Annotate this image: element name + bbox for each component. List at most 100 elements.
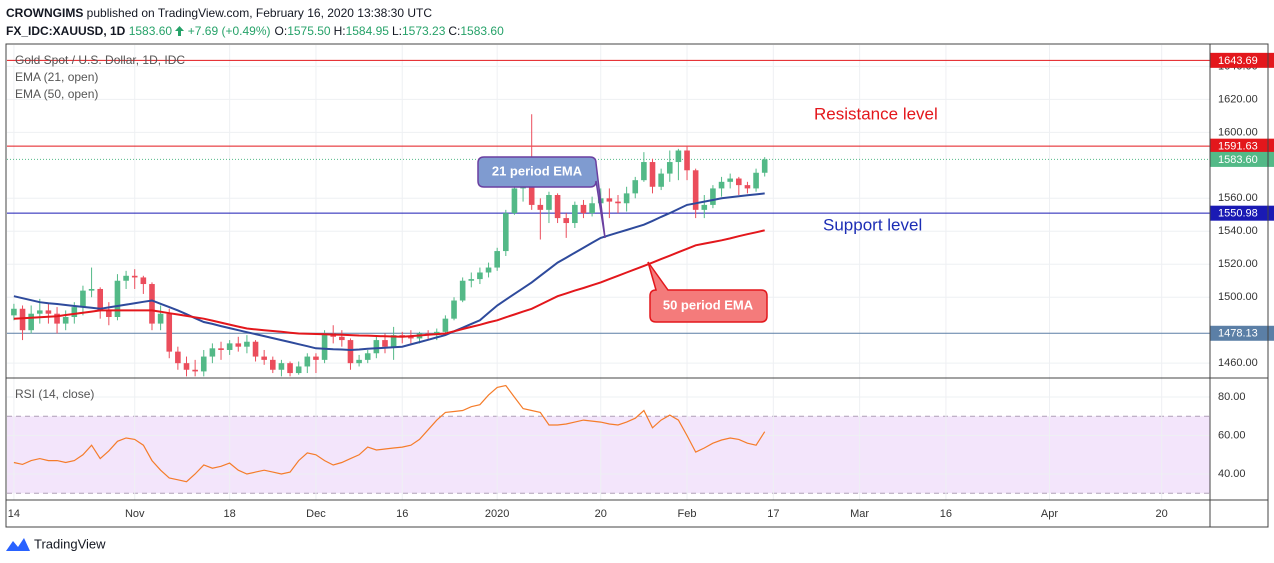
legend-entry: EMA (21, open)	[15, 70, 98, 84]
candle-body	[459, 280, 466, 301]
level-badge	[1210, 52, 1274, 68]
quote-key: H:	[333, 24, 346, 38]
y-tick-label: 1500.00	[1218, 291, 1258, 303]
y-tick-label: 80.00	[1218, 391, 1246, 403]
candle-body	[11, 308, 17, 316]
level-label: 1478.13	[1218, 328, 1258, 340]
candle-body	[658, 173, 664, 187]
x-tick-label: 20	[595, 508, 607, 520]
rsi-title: RSI (14, close)	[15, 387, 94, 401]
candle-body	[131, 275, 138, 278]
y-tick-label: 1620.00	[1218, 93, 1258, 105]
candle-body	[528, 175, 535, 205]
ema-line	[13, 192, 765, 352]
x-tick-label: Dec	[306, 508, 326, 520]
candle-body	[364, 353, 371, 360]
candle-body	[71, 307, 78, 318]
callout-text: 50 period EMA	[663, 297, 754, 312]
candle-body	[278, 363, 285, 370]
quote-value: 1575.50	[287, 24, 331, 38]
candle-body	[356, 359, 362, 364]
up-arrow	[175, 26, 185, 36]
x-tick-label: 18	[224, 508, 236, 520]
x-tick-label: Mar	[850, 508, 869, 520]
candle-body	[503, 213, 509, 252]
candle-body	[468, 279, 475, 281]
candle-body	[451, 300, 457, 319]
candle-body	[97, 288, 104, 311]
candle-body	[382, 340, 388, 347]
candle-body	[149, 284, 155, 324]
quote-key: C:	[448, 24, 461, 38]
candle-body	[580, 204, 587, 214]
candle-body	[339, 336, 345, 341]
candle-body	[477, 272, 483, 280]
candle-body	[183, 363, 190, 370]
x-tick-label: 17	[767, 508, 779, 520]
x-tick-label: Apr	[1041, 508, 1058, 520]
quote-value: 1573.23	[401, 24, 446, 38]
candle-body	[123, 275, 129, 281]
callout	[647, 261, 768, 323]
candle-body	[615, 201, 621, 204]
quote-key: O:	[274, 24, 288, 38]
y-tick-label: 1560.00	[1218, 192, 1258, 204]
level-badge	[1210, 151, 1274, 167]
frame	[5, 43, 1269, 528]
candle-body	[175, 351, 181, 364]
candle-body	[28, 313, 34, 331]
candle-body	[390, 335, 397, 347]
candle-body	[200, 356, 207, 372]
candle-body	[287, 363, 293, 374]
quote-key: L:	[391, 24, 402, 38]
candle-body	[761, 159, 768, 173]
quote-value: 1584.95	[345, 24, 389, 38]
x-tick-label: 2020	[485, 508, 509, 520]
level-label: 1550.98	[1218, 208, 1258, 220]
publish-line: CROWNGIMS published on TradingView.com, …	[6, 4, 504, 22]
level-badge	[1210, 325, 1274, 341]
logo	[6, 538, 30, 551]
candle-body	[304, 356, 311, 367]
candle-body	[313, 356, 319, 360]
candle-body	[546, 195, 552, 210]
callout	[477, 156, 606, 239]
quote-value: 1583.60	[460, 24, 504, 38]
candle-body	[408, 336, 414, 339]
candle-body	[589, 203, 595, 214]
chart-title: Gold Spot / U.S. Dollar, 1D, IDC	[15, 53, 185, 67]
candle-body	[45, 310, 52, 314]
candle-body	[641, 162, 647, 181]
candle-body	[373, 340, 380, 354]
header: CROWNGIMS published on TradingView.com, …	[6, 4, 504, 40]
candle-body	[632, 180, 639, 194]
x-tick-label: 16	[396, 508, 408, 520]
candle-body	[218, 348, 224, 350]
candle-body	[235, 343, 242, 347]
x-tick-label: Feb	[678, 508, 697, 520]
x-tick-label: 14	[8, 508, 20, 520]
level-badge	[1210, 138, 1274, 154]
candle-body	[736, 178, 742, 186]
candle-body	[166, 313, 173, 352]
y-tick-label: 1600.00	[1218, 126, 1258, 138]
y-tick-label: 1540.00	[1218, 225, 1258, 237]
candle-body	[675, 150, 682, 163]
candle-body	[157, 313, 164, 324]
candle-body	[710, 188, 716, 205]
y-tick-label: 60.00	[1218, 429, 1246, 441]
annotation: Support level	[823, 215, 922, 234]
publisher: CROWNGIMS	[6, 6, 84, 20]
candle-body	[252, 341, 259, 357]
callout-text: 21 period EMA	[492, 163, 583, 178]
candle-body	[753, 172, 759, 189]
candle-body	[718, 181, 725, 189]
last-price: 1583.60	[128, 24, 173, 38]
candle-body	[244, 341, 250, 347]
candle-body	[261, 356, 267, 360]
candle-body	[666, 162, 673, 174]
candle-body	[649, 162, 656, 187]
brand: TradingView	[34, 536, 106, 551]
rsi-line	[13, 384, 766, 483]
candle-body	[106, 310, 112, 318]
